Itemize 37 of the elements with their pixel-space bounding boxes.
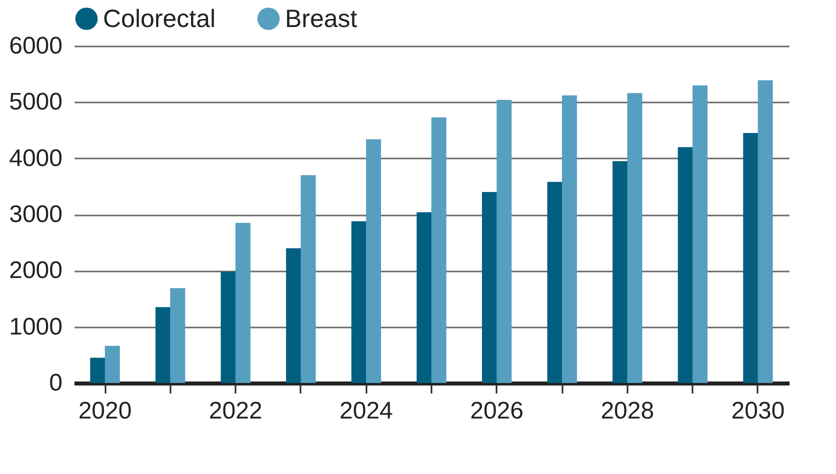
- x-tick-label: 2028: [600, 398, 654, 424]
- bar: [678, 147, 693, 383]
- bar: [547, 182, 562, 383]
- bar: [170, 288, 186, 383]
- y-tick-label: 3000: [9, 201, 62, 228]
- y-tick-label: 1000: [9, 313, 62, 340]
- y-tick-label: 6000: [9, 32, 62, 60]
- bar: [612, 161, 628, 383]
- y-tick-label: 2000: [9, 257, 62, 284]
- bar: [692, 85, 708, 383]
- bar: [220, 272, 236, 383]
- x-tick-label: 2024: [340, 398, 393, 424]
- x-tick-label: 2022: [208, 398, 262, 424]
- bar: [627, 93, 642, 383]
- bar: [235, 222, 250, 383]
- bar: [90, 358, 106, 383]
- legend-label: Colorectal: [103, 4, 216, 33]
- bar: [351, 221, 366, 383]
- bar: [416, 212, 432, 383]
- bar: [496, 100, 512, 383]
- legend-label: Breast: [285, 4, 358, 33]
- bar: [431, 117, 446, 383]
- bar: [104, 346, 120, 383]
- bar: [743, 133, 758, 383]
- bar: [286, 248, 302, 383]
- bar: [482, 192, 497, 383]
- bar: [300, 175, 316, 383]
- y-tick-label: 0: [49, 370, 62, 396]
- bar: [155, 307, 170, 383]
- bar: [758, 80, 773, 383]
- x-tick-label: 2030: [731, 398, 785, 424]
- bar: [562, 95, 577, 383]
- x-tick-label: 2020: [78, 398, 132, 424]
- y-tick-label: 4000: [9, 144, 62, 172]
- x-tick-label: 2026: [470, 398, 524, 424]
- y-tick-label: 5000: [9, 88, 62, 116]
- bar: [366, 139, 382, 383]
